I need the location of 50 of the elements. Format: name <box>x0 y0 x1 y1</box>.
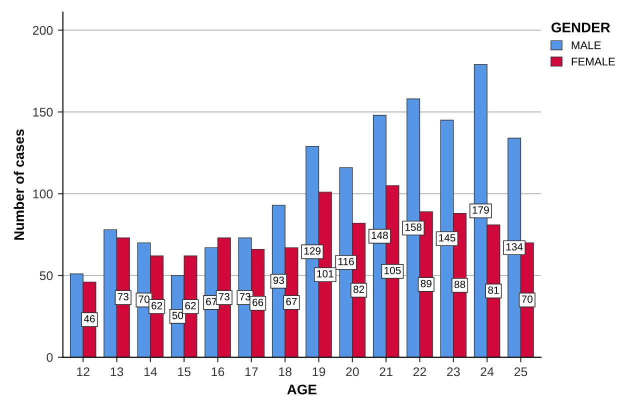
x-tick-label: 24 <box>480 367 494 376</box>
data-label: 70 <box>522 295 533 303</box>
data-label: 73 <box>218 293 230 300</box>
x-tick-label: 17 <box>245 367 258 376</box>
data-label: 129 <box>304 247 321 255</box>
data-label: 70 <box>138 295 150 303</box>
data-label: 62 <box>152 302 162 310</box>
data-label: 67 <box>206 298 217 306</box>
data-label: 73 <box>240 293 250 300</box>
x-tick-label: 20 <box>346 367 359 376</box>
x-tick-label: 15 <box>178 367 191 376</box>
data-label: 105 <box>384 266 401 274</box>
data-label: 67 <box>286 298 297 306</box>
x-tick-label: 21 <box>380 367 392 376</box>
y-tick-label: 0 <box>46 353 53 362</box>
x-tick-label: 12 <box>77 367 90 376</box>
data-label: 89 <box>420 280 432 288</box>
data-label: 50 <box>172 312 184 320</box>
x-tick-label: 22 <box>413 367 426 376</box>
y-tick-label: 100 <box>33 190 53 198</box>
y-axis-title: Number of cases <box>14 129 24 240</box>
data-label: 116 <box>338 258 354 266</box>
legend-label: FEMALE <box>572 58 615 66</box>
x-tick-label: 18 <box>279 367 292 376</box>
x-tick-label: 16 <box>212 367 224 376</box>
x-tick-label: 13 <box>110 367 124 376</box>
data-label: 101 <box>317 270 334 278</box>
data-label: 82 <box>353 286 364 294</box>
data-label: 93 <box>273 276 284 284</box>
data-label: 66 <box>252 298 264 306</box>
data-label: 88 <box>454 280 466 288</box>
data-label: 62 <box>185 302 196 310</box>
data-label: 179 <box>472 206 489 214</box>
y-tick-label: 50 <box>40 271 53 280</box>
x-tick-label: 14 <box>144 367 158 376</box>
data-label: 145 <box>439 234 456 242</box>
data-label: 46 <box>84 315 95 322</box>
x-axis-title: AGE <box>287 384 316 394</box>
data-label: 134 <box>506 243 523 250</box>
x-tick-label: 23 <box>447 367 460 376</box>
data-label: 148 <box>372 232 388 240</box>
legend-label: MALE <box>572 41 601 50</box>
legend-title: GENDER <box>552 22 610 32</box>
y-tick-label: 200 <box>32 26 53 35</box>
x-tick-label: 25 <box>514 367 528 376</box>
data-label: 81 <box>488 286 499 294</box>
data-label: 158 <box>405 223 422 231</box>
x-tick-label: 19 <box>312 367 326 376</box>
data-label: 73 <box>118 293 128 300</box>
y-tick-label: 150 <box>33 108 53 117</box>
